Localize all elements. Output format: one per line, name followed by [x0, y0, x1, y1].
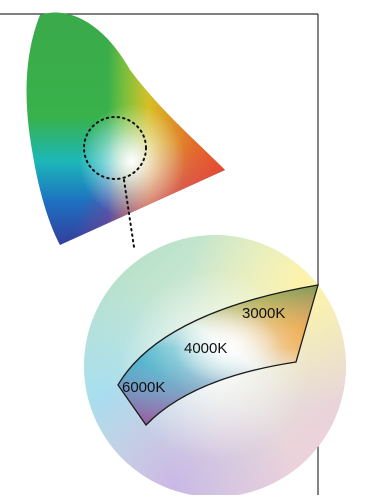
focus-circle: [83, 116, 147, 180]
label-6000k: 6000K: [122, 379, 165, 396]
zoom-indicator: [83, 116, 147, 248]
zoom-connector: [123, 179, 135, 248]
label-3000k: 3000K: [242, 305, 285, 322]
label-4000k: 4000K: [184, 340, 227, 357]
chromaticity-horseshoe: [26, 12, 226, 246]
